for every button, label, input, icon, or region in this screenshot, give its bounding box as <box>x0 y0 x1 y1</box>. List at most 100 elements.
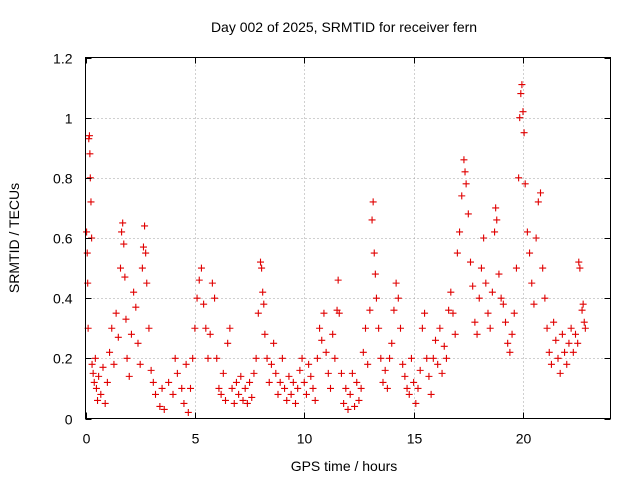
data-point <box>508 330 516 338</box>
data-point <box>493 216 501 224</box>
data-point <box>520 129 528 137</box>
data-point <box>158 384 166 392</box>
data-point <box>300 378 308 386</box>
data-point <box>309 384 317 392</box>
data-point <box>83 249 91 257</box>
data-point <box>547 360 555 368</box>
data-point <box>550 318 558 326</box>
data-point <box>193 294 201 302</box>
data-point <box>530 300 538 308</box>
data-point <box>87 198 95 206</box>
data-point <box>222 396 229 404</box>
data-point <box>311 396 319 404</box>
x-tick-label: 10 <box>297 431 313 447</box>
data-point <box>445 306 453 314</box>
data-point <box>276 378 284 386</box>
y-tick-label: 1.2 <box>53 51 73 67</box>
data-point <box>377 354 385 362</box>
data-point <box>521 180 529 188</box>
data-point <box>368 216 376 224</box>
data-point <box>305 360 313 368</box>
data-point <box>407 354 415 362</box>
data-point <box>440 342 448 350</box>
data-point <box>274 390 282 398</box>
data-point <box>359 348 367 356</box>
data-point <box>246 378 254 386</box>
data-point <box>353 378 361 386</box>
data-point <box>307 372 315 380</box>
data-point <box>327 384 334 392</box>
data-point <box>488 288 496 296</box>
data-point <box>189 354 197 362</box>
data-point <box>178 384 186 392</box>
data-point <box>537 189 544 197</box>
data-point <box>394 294 402 302</box>
x-tick-label: 20 <box>516 431 532 447</box>
data-point <box>460 156 468 164</box>
data-point <box>561 348 569 356</box>
data-point <box>558 330 566 338</box>
y-tick-label: 0.6 <box>53 231 73 247</box>
data-point <box>519 108 527 116</box>
data-point <box>250 369 258 377</box>
data-point <box>123 354 131 362</box>
data-point <box>134 339 142 347</box>
x-axis-label: GPS time / hours <box>291 458 398 474</box>
data-point <box>556 369 564 377</box>
data-point <box>211 294 219 302</box>
data-point <box>121 273 129 281</box>
data-point <box>318 336 326 344</box>
data-point <box>259 288 267 296</box>
data-point <box>213 354 221 362</box>
data-point <box>461 168 469 176</box>
data-point <box>482 279 490 287</box>
data-point <box>147 366 155 374</box>
data-point <box>226 324 234 332</box>
data-point <box>414 384 422 392</box>
data-point <box>248 393 256 401</box>
data-point <box>429 354 437 362</box>
data-point <box>142 249 150 257</box>
data-point <box>512 264 520 272</box>
data-point <box>85 135 93 143</box>
data-point <box>473 330 481 338</box>
data-point <box>340 399 348 407</box>
x-tick-label: 0 <box>83 431 91 447</box>
data-point <box>351 402 359 410</box>
data-point <box>127 330 135 338</box>
data-point <box>471 318 479 326</box>
data-point <box>224 339 232 347</box>
data-point <box>416 366 424 374</box>
data-point <box>523 228 531 236</box>
data-point <box>545 348 553 356</box>
data-point <box>383 384 391 392</box>
data-point <box>348 369 356 377</box>
data-point <box>334 276 342 284</box>
data-point <box>270 339 278 347</box>
data-point <box>228 384 236 392</box>
data-point <box>372 294 380 302</box>
data-point <box>156 402 164 410</box>
data-point <box>118 228 126 236</box>
data-point <box>283 396 291 404</box>
data-point <box>208 279 216 287</box>
data-point <box>563 360 571 368</box>
data-point <box>313 354 321 362</box>
data-point <box>257 258 264 266</box>
data-point <box>362 324 369 332</box>
data-point <box>576 264 584 272</box>
data-point <box>320 309 328 317</box>
data-point <box>285 372 293 380</box>
data-point <box>469 282 477 290</box>
data-point <box>567 324 575 332</box>
data-point <box>95 372 103 380</box>
data-point <box>141 222 149 230</box>
data-point <box>390 306 398 314</box>
data-point <box>528 279 536 287</box>
data-point <box>456 228 464 236</box>
data-point <box>449 309 457 317</box>
data-point <box>272 369 280 377</box>
data-point <box>119 219 127 227</box>
data-point <box>230 399 238 407</box>
